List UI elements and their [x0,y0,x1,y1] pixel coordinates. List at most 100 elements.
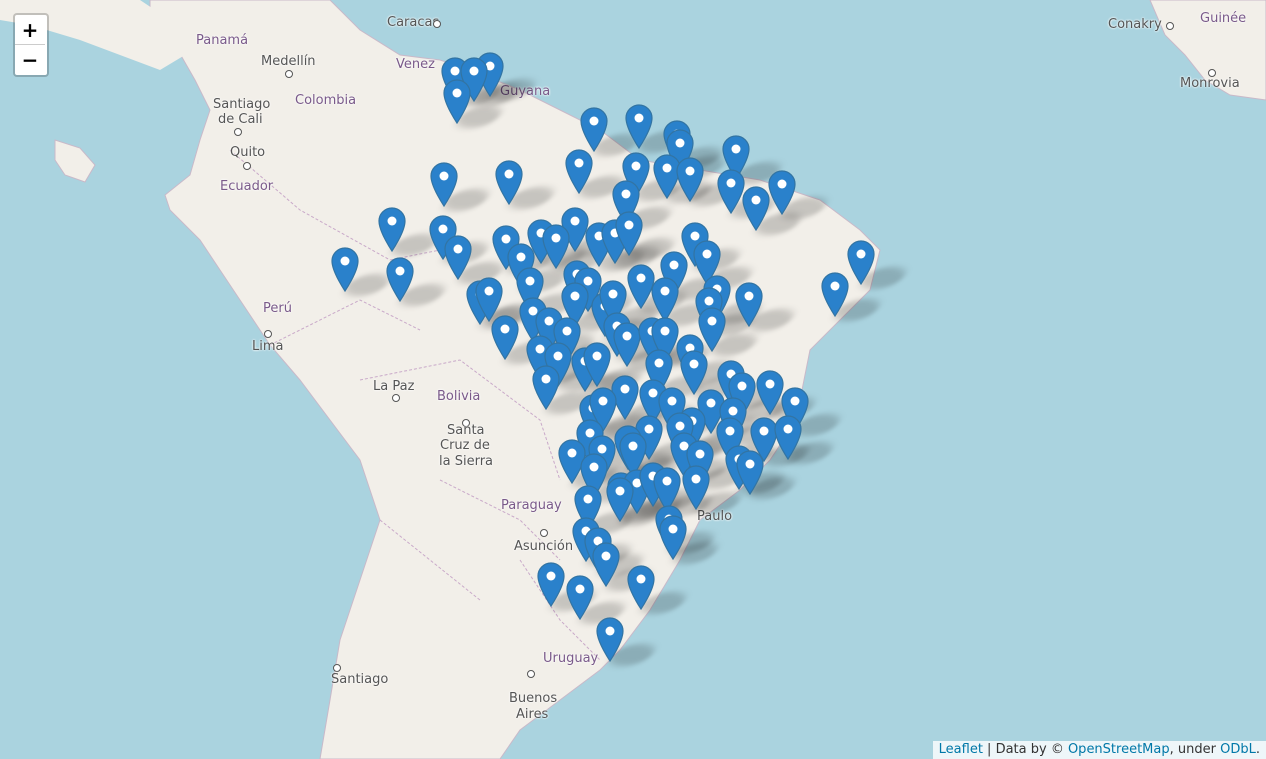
map-pin-icon[interactable] [644,348,674,394]
map-pin-icon[interactable] [582,341,612,387]
city-dot [333,664,341,672]
map-pin-icon[interactable] [618,431,648,477]
map-pin-icon[interactable] [591,541,621,587]
label-santacruz-3: la Sierra [439,454,493,469]
map-pin-icon[interactable] [734,281,764,327]
map-pin-icon[interactable] [564,148,594,194]
map-pin-icon[interactable] [727,371,757,417]
odbl-link[interactable]: ODbL [1220,742,1256,757]
map-pin-icon[interactable] [385,256,415,302]
attribution: Leaflet | Data by © OpenStreetMap, under… [932,741,1266,759]
label-quito: Quito [230,145,266,160]
map-pin-icon[interactable] [650,316,680,362]
city-dot [243,162,251,170]
label-santiago-cali-2: de Cali [218,112,263,127]
map-pin-icon[interactable] [610,374,640,420]
map-pin-icon[interactable] [474,276,504,322]
map-pin-icon[interactable] [626,263,656,309]
city-dot [462,419,470,427]
map-pin-icon[interactable] [330,246,360,292]
map-pin-icon[interactable] [624,103,654,149]
map-pin-icon[interactable] [650,276,680,322]
label-panama: Panamá [196,33,249,48]
map-pin-icon[interactable] [442,78,472,124]
attribution-text: . [1255,742,1260,757]
label-santiago-cali-1: Santiago [213,97,271,112]
label-monrovia: Monrovia [1180,76,1240,91]
map-pin-icon[interactable] [626,564,656,610]
label-medellin: Medellín [261,54,316,69]
map-pin-icon[interactable] [612,321,642,367]
map-pin-icon[interactable] [846,239,876,285]
map-pin-icon[interactable] [595,616,625,662]
map-pin-icon[interactable] [377,206,407,252]
label-santiago: Santiago [331,672,389,687]
map-pin-icon[interactable] [675,156,705,202]
label-peru: Perú [263,301,292,316]
map-pin-icon[interactable] [721,134,751,180]
map-pin-icon[interactable] [531,364,561,410]
map-pin-icon[interactable] [573,484,603,530]
map-pin-icon[interactable] [611,179,641,225]
map-pin-icon[interactable] [681,464,711,510]
zoom-out-button[interactable]: − [15,45,45,75]
map-pin-icon[interactable] [443,234,473,280]
city-dot [285,70,293,78]
label-caracas: Caracas [387,15,440,30]
label-venezuela: Venez [396,57,435,72]
map-pin-icon[interactable] [459,56,489,102]
map-pin-icon[interactable] [755,369,785,415]
map-pin-icon[interactable] [773,414,803,460]
label-lima: Lima [252,339,284,354]
map-pin-icon[interactable] [605,476,635,522]
map-pin-icon[interactable] [541,223,571,269]
map-pin-icon[interactable] [429,161,459,207]
city-dot [527,670,535,678]
label-santacruz-2: Cruz de [440,438,490,453]
map-pin-icon[interactable] [621,151,651,197]
label-uruguay: Uruguay [543,651,599,666]
map-pin-icon[interactable] [560,281,590,327]
map-pin-icon[interactable] [588,386,618,432]
map-pin-icon[interactable] [715,416,745,462]
map-pin-icon[interactable] [652,466,682,512]
map-pin-icon[interactable] [652,153,682,199]
label-guyana: Guyana [500,84,551,99]
map-pin-icon[interactable] [692,239,722,285]
galapagos-islands [54,139,96,183]
map-pin-icon[interactable] [780,386,810,432]
map-pin-icon[interactable] [579,452,609,498]
label-guinee: Guinée [1200,11,1247,26]
map-pin-icon[interactable] [598,279,628,325]
map-pin-icon[interactable] [614,210,644,256]
city-dot [1166,22,1174,30]
leaflet-link[interactable]: Leaflet [938,742,983,757]
map-pin-icon[interactable] [491,224,521,270]
map-pin-icon[interactable] [716,168,746,214]
zoom-in-button[interactable]: + [15,15,45,45]
map-pin-icon[interactable] [735,449,765,495]
map-pin-icon[interactable] [557,438,587,484]
map-pin-icon[interactable] [490,314,520,360]
map-pin-icon[interactable] [515,266,545,312]
label-asuncion: Asunción [514,539,574,554]
south-america-land [149,0,881,759]
map-pin-icon[interactable] [697,306,727,352]
map-pin-icon[interactable] [494,159,524,205]
map-pin-icon[interactable] [536,561,566,607]
attribution-text: , under [1169,742,1221,757]
city-dot [1208,69,1216,77]
map-pin-icon[interactable] [749,416,779,462]
map-pin-icon[interactable] [679,349,709,395]
label-paraguay: Paraguay [501,498,562,513]
map-pin-icon[interactable] [579,106,609,152]
map-pin-icon[interactable] [741,185,771,231]
map-pin-icon[interactable] [658,514,688,560]
label-bolivia: Bolivia [437,389,481,404]
map-pin-icon[interactable] [565,574,595,620]
map-pin-icon[interactable] [552,316,582,362]
openstreetmap-link[interactable]: OpenStreetMap [1067,742,1170,757]
map-pin-icon[interactable] [820,271,850,317]
map-pin-icon[interactable] [767,169,797,215]
